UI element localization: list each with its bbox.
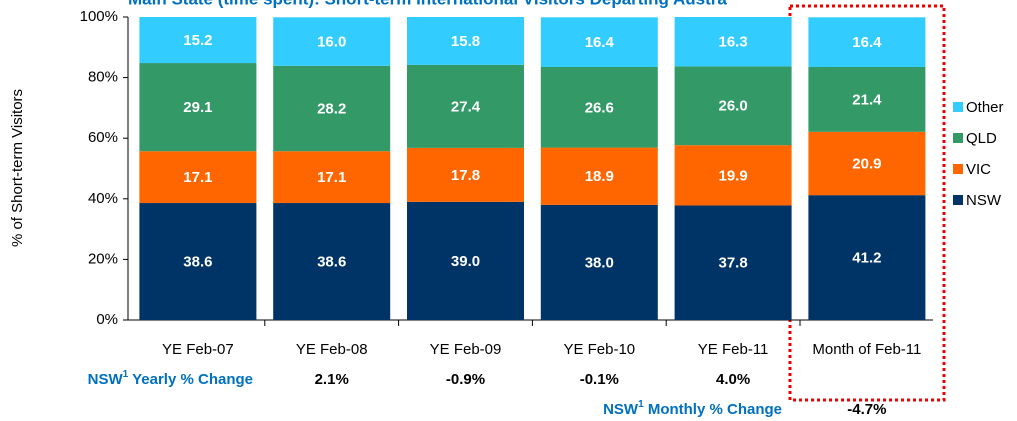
- bar-segment: [407, 201, 524, 320]
- data-label: 17.1: [317, 169, 346, 186]
- data-label: 16.3: [718, 34, 747, 51]
- yearly-label: NSW: [88, 371, 124, 388]
- highlight-box: [788, 4, 946, 402]
- monthly-change-value: -4.7%: [847, 401, 886, 418]
- bar-segment: [273, 17, 391, 66]
- x-tick-label: YE Feb-08: [295, 341, 368, 358]
- data-label: 38.0: [585, 254, 614, 271]
- monthly-sup: 1: [638, 399, 644, 410]
- bar-segment: [540, 204, 658, 320]
- data-label: 38.6: [317, 253, 346, 270]
- bar-segment: [407, 17, 524, 65]
- yearly-change-value: -0.1%: [580, 371, 619, 388]
- bar-segment: [139, 151, 257, 204]
- data-label: 39.0: [451, 253, 480, 270]
- bar-segment: [808, 195, 926, 320]
- bar-segment: [674, 17, 792, 67]
- monthly-change-title: NSW1 Monthly % Change: [603, 399, 782, 418]
- data-label: 17.1: [183, 169, 212, 186]
- bar-segment: [139, 17, 257, 64]
- bar-segment: [407, 64, 524, 148]
- yearly-change-value: 2.1%: [315, 371, 349, 388]
- data-label: 17.8: [451, 167, 480, 184]
- y-axis-label: % of Short-term Visitors: [9, 89, 26, 247]
- legend-label: QLD: [966, 130, 997, 147]
- x-tick-label: YE Feb-07: [162, 341, 234, 358]
- y-tick-label: 80%: [88, 69, 118, 86]
- bar-segment: [808, 17, 926, 67]
- chart-title: Main State (time spent): Short-term Inte…: [128, 0, 727, 8]
- y-tick-label: 20%: [88, 250, 118, 267]
- bar-segment: [273, 151, 391, 204]
- yearly-change-value: -0.9%: [446, 371, 485, 388]
- legend-swatch: [953, 102, 963, 112]
- x-tick-label: Month of Feb-11: [812, 341, 922, 358]
- y-tick-label: 60%: [88, 129, 118, 146]
- data-label: 28.2: [317, 100, 346, 117]
- monthly-label: NSW: [603, 401, 639, 418]
- legend-label: NSW: [966, 192, 1002, 209]
- legend-label: VIC: [966, 161, 991, 178]
- x-tick-label: YE Feb-10: [563, 341, 636, 358]
- bar-segment: [540, 66, 658, 148]
- legend-swatch: [953, 195, 963, 205]
- bar-segment: [674, 205, 792, 320]
- bar-segment: [139, 63, 257, 152]
- data-label: 26.6: [585, 99, 614, 116]
- bar-segment: [273, 203, 391, 320]
- y-tick-label: 40%: [88, 190, 118, 207]
- data-label: 38.6: [183, 253, 212, 270]
- legend-label: Other: [966, 99, 1004, 116]
- bar-segment: [407, 147, 524, 202]
- data-label: 19.9: [718, 167, 747, 184]
- legend-swatch: [953, 164, 963, 174]
- data-label: 16.4: [852, 34, 882, 51]
- data-label: 27.4: [451, 98, 481, 115]
- bar-segment: [540, 147, 658, 205]
- bar-segment: [273, 65, 391, 152]
- bar-segment: [674, 145, 792, 206]
- data-label: 21.4: [852, 91, 882, 108]
- legend-swatch: [953, 133, 963, 143]
- yearly-change-title: NSW1 Yearly % Change: [88, 369, 253, 388]
- data-label: 29.1: [183, 99, 212, 116]
- data-label: 41.2: [852, 250, 881, 267]
- data-label: 18.9: [585, 168, 614, 185]
- x-tick-label: YE Feb-11: [697, 341, 769, 358]
- monthly-text: Monthly % Change: [644, 401, 782, 418]
- x-tick-label: YE Feb-09: [429, 341, 502, 358]
- data-label: 15.8: [451, 33, 480, 50]
- data-label: 37.8: [718, 255, 747, 272]
- data-label: 16.4: [585, 34, 615, 51]
- bar-segment: [808, 66, 926, 132]
- bar-segment: [674, 66, 792, 146]
- bar-segment: [139, 203, 257, 320]
- y-tick-label: 100%: [80, 8, 118, 25]
- bar-segment: [808, 131, 926, 196]
- yearly-text: Yearly % Change: [128, 371, 253, 388]
- y-tick-label: 0%: [96, 311, 118, 328]
- yearly-sup: 1: [123, 369, 129, 380]
- bar-segment: [540, 17, 658, 67]
- yearly-change-value: 4.0%: [716, 371, 750, 388]
- data-label: 20.9: [852, 155, 881, 172]
- data-label: 26.0: [718, 98, 747, 115]
- data-label: 16.0: [317, 34, 346, 51]
- data-label: 15.2: [183, 32, 212, 49]
